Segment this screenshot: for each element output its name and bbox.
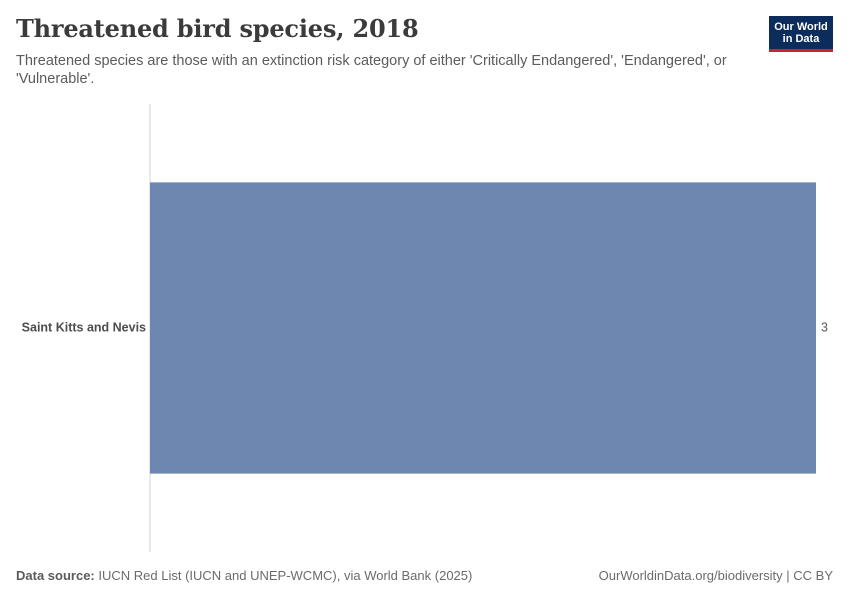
footer-link[interactable]: OurWorldinData.org/biodiversity | CC BY — [598, 568, 833, 583]
data-source-label: Data source: — [16, 568, 95, 583]
chart-subtitle: Threatened species are those with an ext… — [16, 53, 727, 87]
category-label: Saint Kitts and Nevis — [22, 320, 146, 334]
logo-line-2: in Data — [782, 33, 820, 45]
logo-line-1: Our World — [774, 21, 828, 33]
data-source-text[interactable]: IUCN Red List (IUCN and UNEP-WCMC), via … — [98, 568, 473, 583]
chart-title: Threatened bird species, 2018 — [16, 14, 419, 43]
data-source-note: Data source: IUCN Red List (IUCN and UNE… — [16, 568, 472, 583]
owid-logo[interactable]: Our World in Data — [769, 16, 833, 52]
bar[interactable] — [150, 182, 816, 474]
value-label: 3 — [821, 320, 828, 334]
